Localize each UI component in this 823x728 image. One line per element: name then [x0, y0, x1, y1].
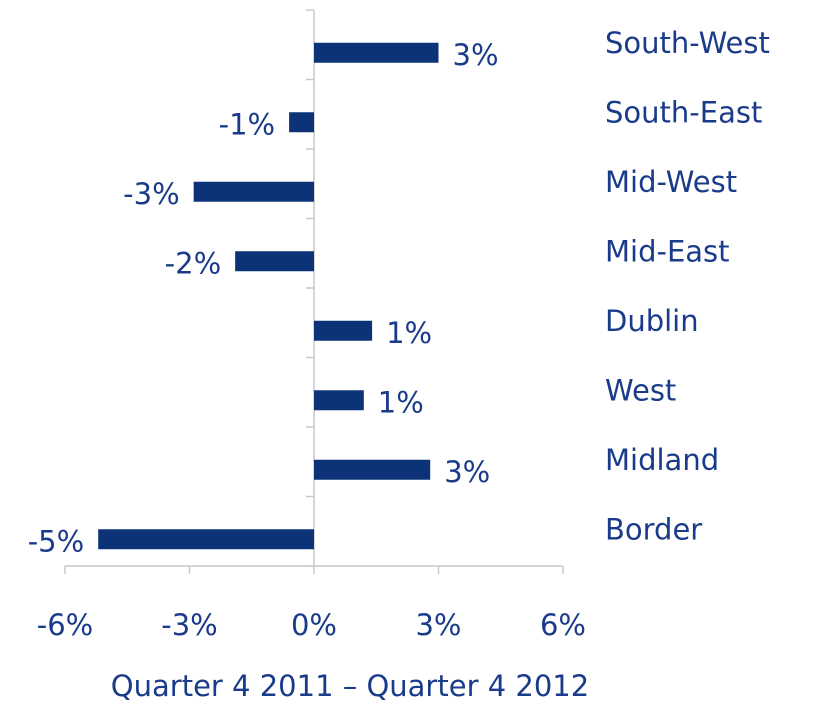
category-label: South-East [605, 95, 762, 129]
value-label: 1% [386, 316, 432, 350]
value-label: 3% [453, 38, 499, 72]
x-tick-label: -3% [161, 608, 217, 642]
value-label: -3% [123, 177, 179, 211]
bar [314, 320, 373, 341]
category-label: South-West [605, 26, 770, 60]
value-label: 1% [378, 385, 424, 419]
category-label: Border [605, 512, 702, 546]
category-label: Mid-West [605, 165, 737, 199]
x-tick-label: 6% [540, 608, 586, 642]
bar [289, 112, 314, 133]
x-tick-label: 0% [291, 608, 337, 642]
category-label: Midland [605, 443, 719, 477]
value-label: 3% [444, 455, 490, 489]
category-label: West [605, 373, 676, 407]
category-label: Dublin [605, 304, 699, 338]
x-tick-label: 3% [415, 608, 461, 642]
value-label: -2% [165, 246, 221, 280]
value-label: -1% [219, 107, 275, 141]
bar [314, 390, 364, 411]
bar [235, 251, 314, 272]
category-label: Mid-East [605, 234, 730, 268]
x-tick-label: -6% [37, 608, 93, 642]
bar [98, 529, 314, 550]
value-label: -5% [28, 524, 84, 558]
x-axis-title: Quarter 4 2011 – Quarter 4 2012 [111, 669, 589, 703]
bar [314, 459, 431, 480]
bar [193, 181, 314, 202]
bar [314, 42, 439, 63]
